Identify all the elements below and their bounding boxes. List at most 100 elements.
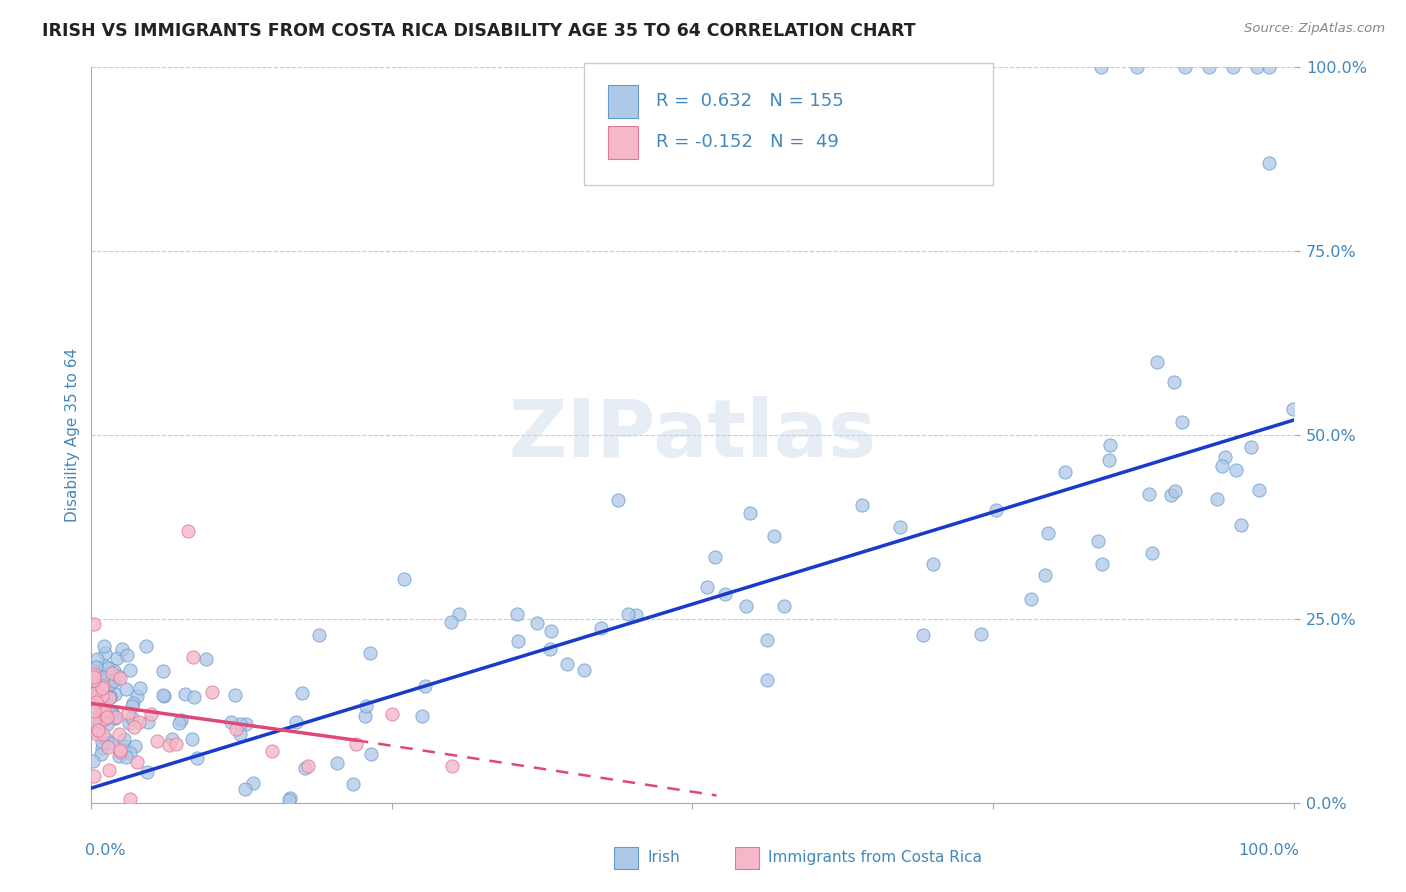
Point [112,732,135,747]
Point [117,716,139,731]
Point [125,755,148,769]
Point [115,749,138,764]
Point [1098,452,1121,467]
Point [101,706,124,720]
Point [86,727,108,741]
Point [98,710,121,724]
Point [1099,438,1122,452]
Point [96,710,118,724]
Point [94,646,117,660]
Point [381,707,404,722]
Point [1090,60,1112,74]
Point [242,776,264,790]
Point [93,712,115,726]
Point [714,586,737,600]
Point [152,688,174,702]
Point [83,673,105,687]
Point [889,520,911,534]
Point [83,723,105,738]
Point [90,666,112,681]
Point [91,704,114,718]
Point [851,498,873,512]
Bar [614,847,638,869]
Point [87,680,110,694]
Point [1137,487,1160,501]
FancyBboxPatch shape [585,63,993,185]
Bar [609,126,638,159]
Point [98,690,121,704]
Point [342,777,364,791]
Point [98,764,121,778]
Point [756,673,779,687]
Point [83,670,105,684]
Point [440,759,463,773]
Point [1211,458,1233,473]
Text: Immigrants from Costa Rica: Immigrants from Costa Rica [768,850,983,865]
Point [526,615,548,630]
Point [82,664,104,678]
Point [176,524,198,538]
Point [735,599,758,613]
Point [100,736,122,750]
Point [84,709,107,723]
Point [555,657,578,672]
Point [1164,483,1187,498]
Point [103,711,125,725]
Point [260,744,283,758]
Point [1198,60,1220,74]
Point [84,660,107,674]
Point [91,679,114,693]
Point [354,699,377,714]
Point [344,737,367,751]
Point [91,690,114,704]
Point [1160,487,1182,501]
Point [1258,60,1281,74]
Point [755,632,778,647]
Point [277,793,299,807]
Point [201,685,224,699]
Point [413,679,436,693]
Point [174,687,197,701]
Text: ZIPatlas: ZIPatlas [509,396,876,474]
Point [128,714,150,729]
Point [1033,568,1056,582]
Point [624,608,647,623]
Point [297,759,319,773]
Point [84,695,107,709]
Point [93,703,115,717]
Point [506,633,529,648]
Point [118,746,141,760]
Point [97,736,120,750]
Point [86,652,108,666]
Point [87,723,110,737]
Point [607,492,630,507]
Point [1222,60,1244,74]
Point [392,572,415,586]
Point [183,690,205,704]
Point [90,747,112,762]
Point [108,745,131,759]
Point [772,599,794,613]
Point [308,628,330,642]
Point [233,781,256,796]
Point [986,503,1008,517]
Point [540,624,562,638]
Point [98,690,121,704]
Point [91,735,114,749]
Point [294,761,316,775]
Point [121,711,143,725]
Point [229,717,252,731]
Point [353,708,375,723]
Point [91,671,114,685]
Point [1258,155,1281,169]
Point [167,716,190,731]
Point [1174,60,1197,74]
Point [108,727,131,741]
Point [108,749,131,764]
Point [165,737,187,751]
Point [1171,416,1194,430]
Point [83,686,105,700]
Point [181,732,204,747]
Point [87,724,110,739]
Point [89,669,111,683]
